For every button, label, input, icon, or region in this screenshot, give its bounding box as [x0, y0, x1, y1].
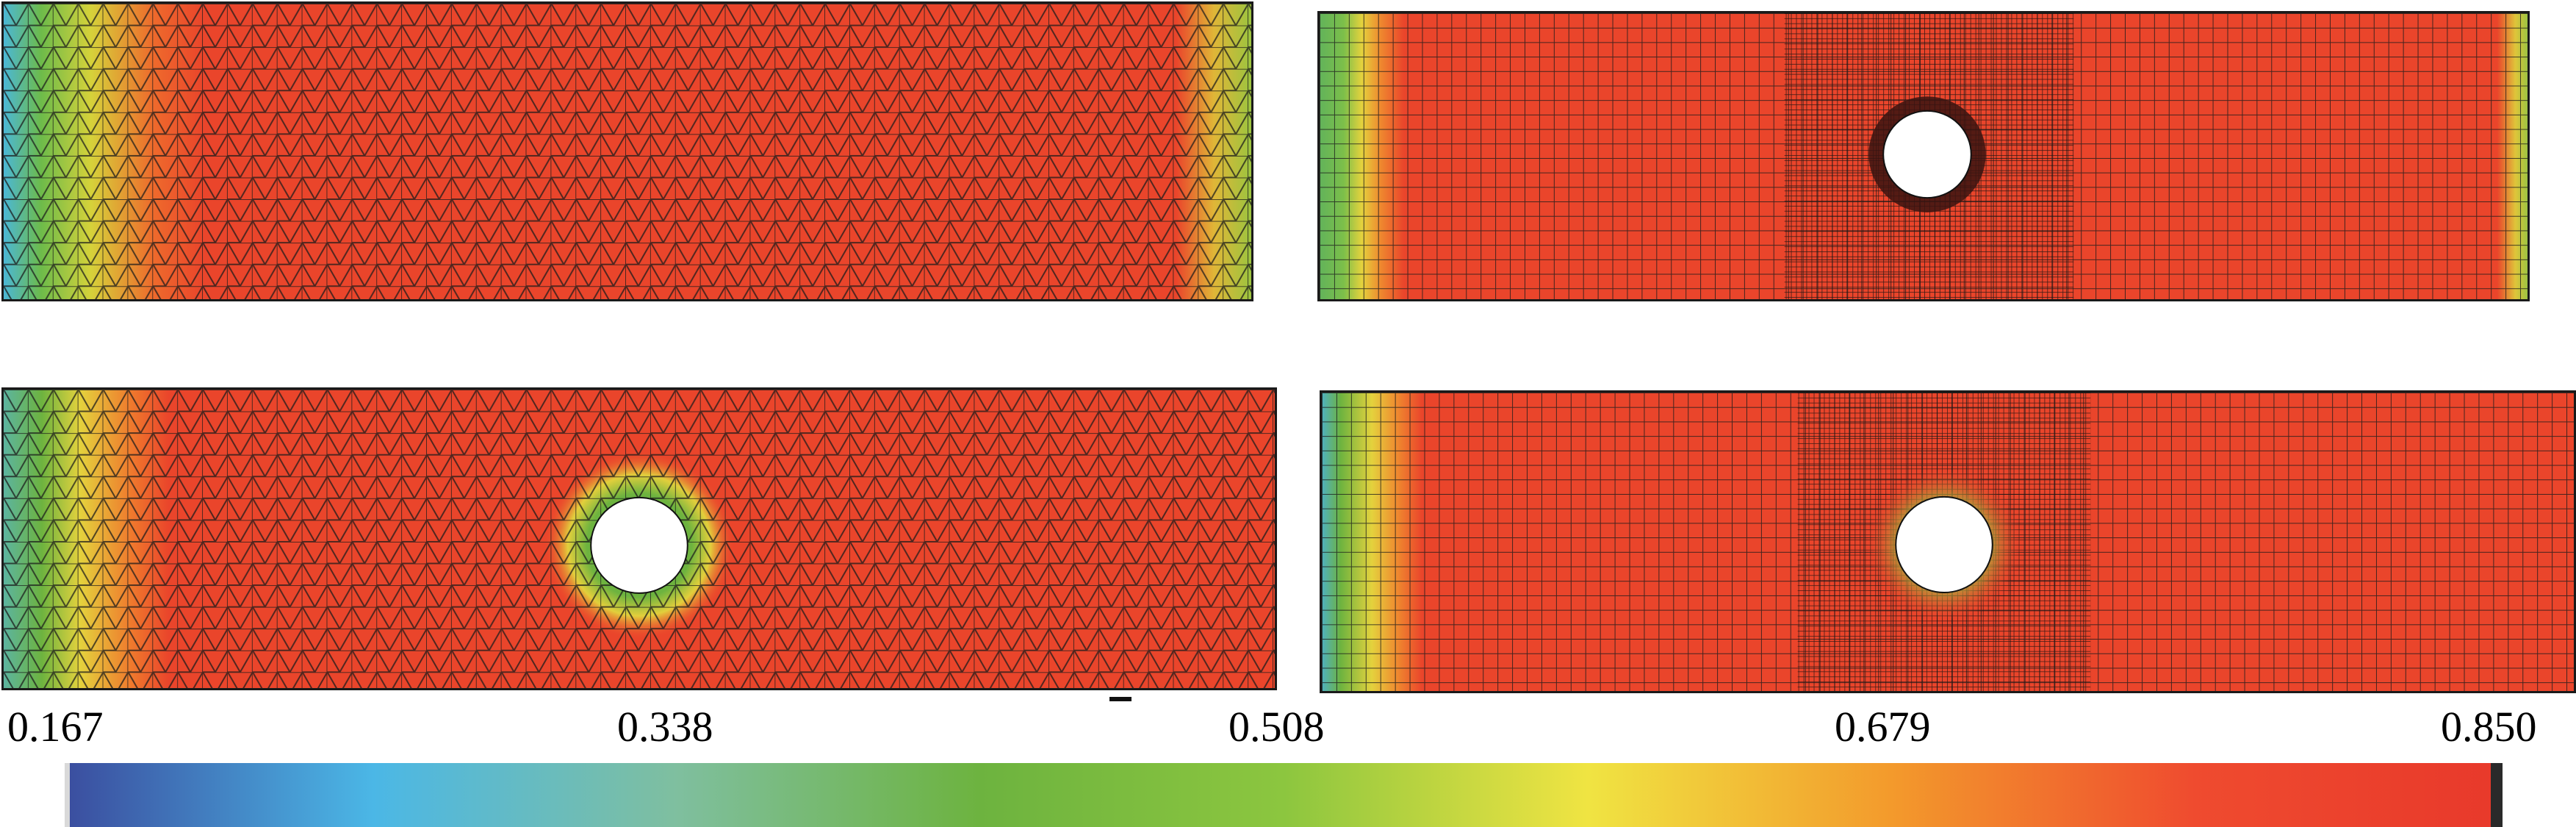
mesh-plot: [1322, 393, 2574, 691]
mesh-plot: [1320, 13, 2528, 299]
colorbar-edge: [2491, 763, 2503, 827]
mesh-panel-quad-bottom: [1320, 390, 2576, 693]
stray-mark: [1109, 697, 1132, 701]
colorbar-edge: [65, 763, 72, 827]
mesh-panel-quad-top: [1317, 11, 2530, 301]
mesh-panel-triangular-top: [1, 1, 1253, 301]
mesh-panel-triangular-bottom: [1, 387, 1277, 690]
colorbar-tick-label: 0.850: [2441, 703, 2537, 751]
mesh-plot: [4, 390, 1275, 688]
colorbar-tick-label: 0.338: [617, 703, 713, 751]
mesh-plot: [4, 4, 1251, 299]
colorbar-tick-label: 0.508: [1228, 703, 1325, 751]
colorbar: [70, 763, 2498, 827]
colorbar-tick-label: 0.167: [7, 703, 104, 751]
colorbar-tick-label: 0.679: [1835, 703, 1931, 751]
